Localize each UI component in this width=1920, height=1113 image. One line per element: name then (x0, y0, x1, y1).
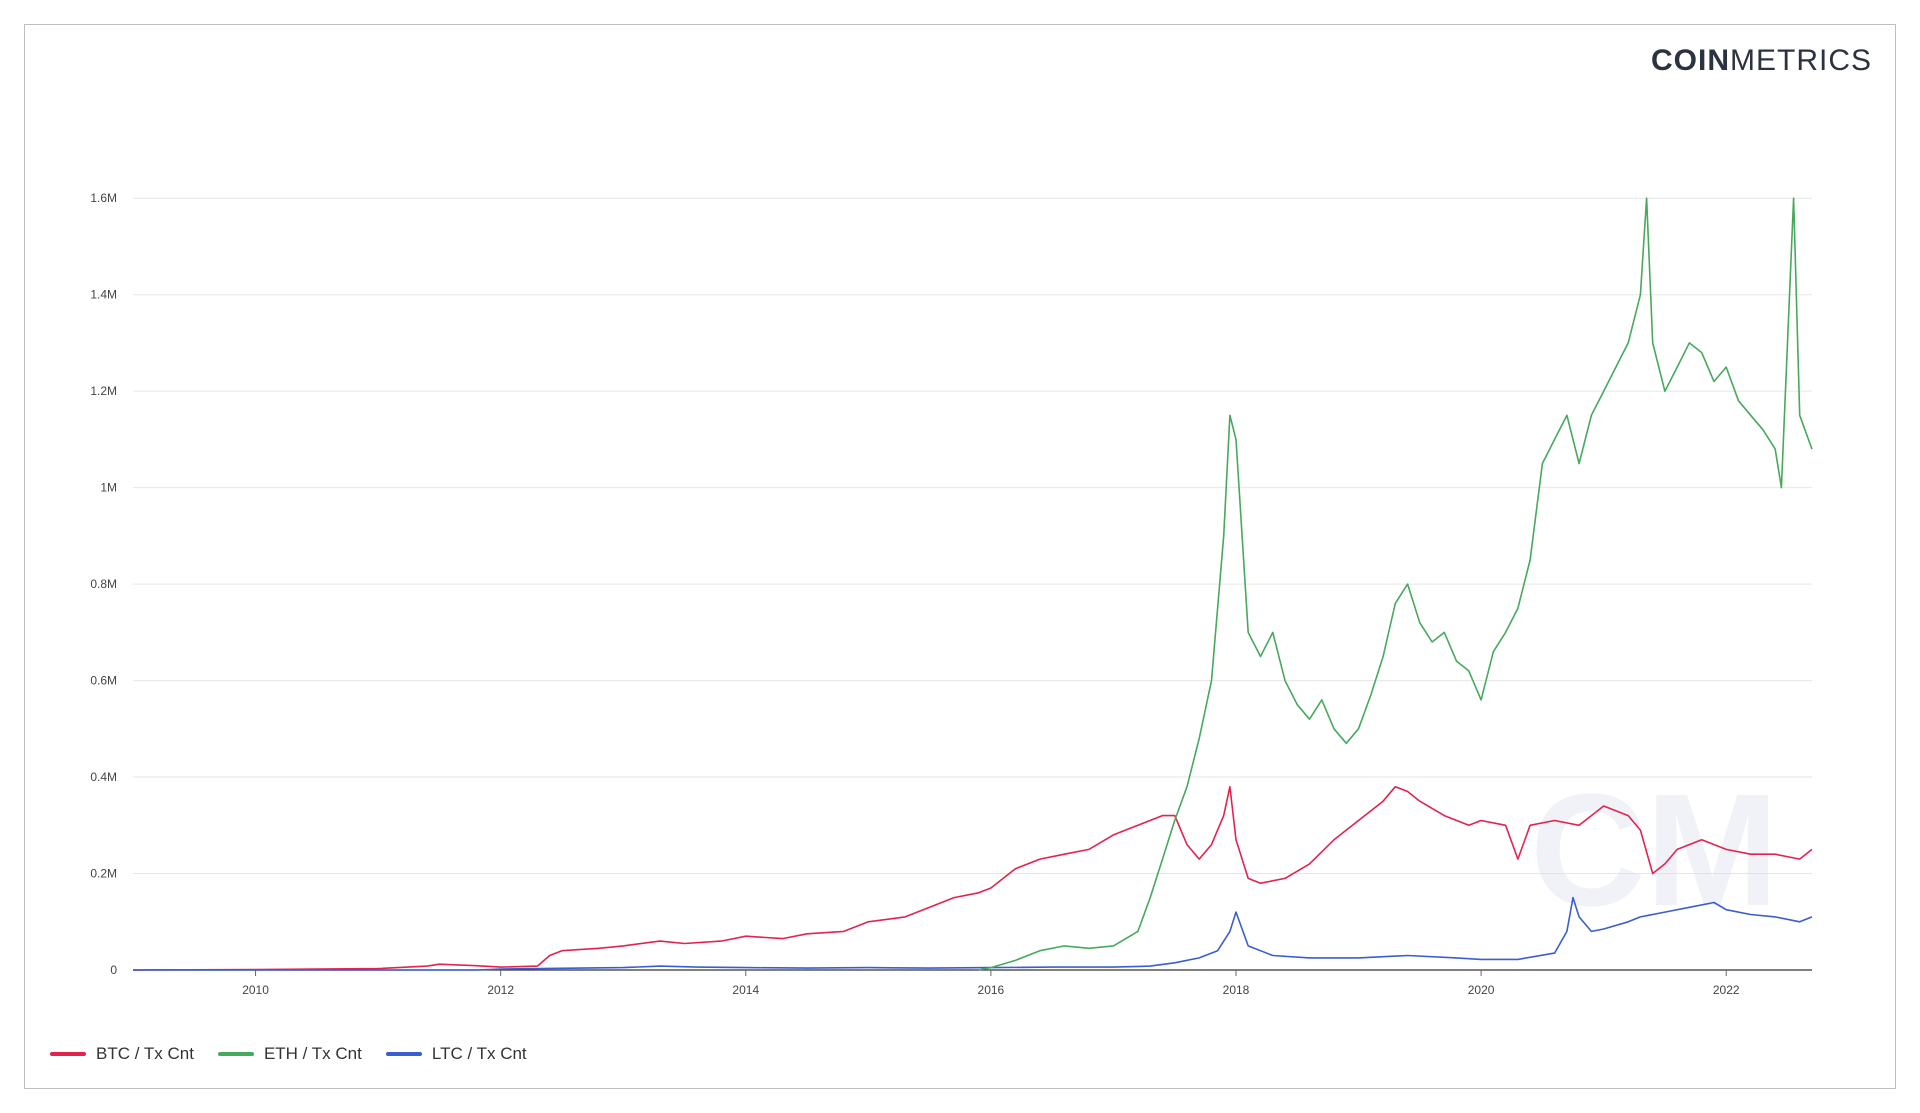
legend-swatch (217, 1052, 254, 1056)
x-tick-label: 2020 (1468, 983, 1495, 997)
x-tick-label: 2012 (487, 983, 514, 997)
chart-frame (24, 24, 1896, 1089)
y-tick-label: 0.8M (90, 577, 117, 591)
coinmetrics-logo: COINMETRICS (1651, 44, 1872, 78)
legend-item[interactable]: BTC / Tx Cnt (50, 1044, 194, 1064)
x-tick-label: 2022 (1713, 983, 1740, 997)
eth-series-line (978, 197, 1813, 971)
btc-series-line (132, 785, 1813, 971)
legend-label: LTC / Tx Cnt (431, 1044, 527, 1063)
x-tick-label: 2016 (978, 983, 1005, 997)
x-tick-label: 2014 (732, 983, 759, 997)
y-tick-label: 1.6M (90, 191, 117, 205)
x-tick-label: 2018 (1223, 983, 1250, 997)
y-tick-label: 0 (110, 963, 117, 977)
y-tick-label: 0.4M (90, 770, 117, 784)
legend-swatch (385, 1052, 422, 1056)
ltc-series-line (133, 896, 1813, 971)
y-tick-label: 0.2M (90, 867, 117, 881)
legend-label: ETH / Tx Cnt (263, 1044, 362, 1063)
legend-swatch (50, 1052, 86, 1056)
logo-thin-text: METRICS (1730, 44, 1872, 77)
legend-item[interactable]: LTC / Tx Cnt (385, 1044, 527, 1064)
logo-bold-text: COIN (1651, 44, 1730, 77)
y-tick-label: 1M (100, 481, 117, 495)
y-tick-label: 1.4M (90, 288, 117, 302)
chart-legend: BTC / Tx Cnt ETH / Tx Cnt LTC / Tx Cnt (50, 1044, 527, 1064)
x-tick-label: 2010 (242, 983, 269, 997)
legend-item[interactable]: ETH / Tx Cnt (217, 1044, 362, 1064)
series-lines (132, 197, 1813, 971)
legend-label: BTC / Tx Cnt (96, 1044, 194, 1063)
y-tick-label: 1.2M (90, 384, 117, 398)
axes: 0 0.2M 0.4M 0.6M 0.8M 1M 1.2M 1.4M 1.6M 2010 2012 2… (90, 191, 1740, 997)
y-tick-label: 0.6M (90, 674, 117, 688)
